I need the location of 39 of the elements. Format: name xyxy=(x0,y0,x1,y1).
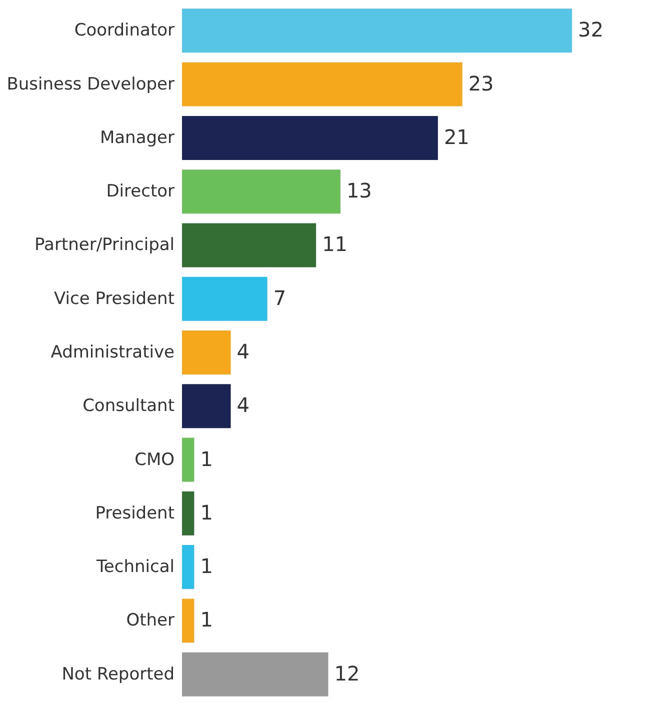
data-label: 4 xyxy=(236,340,250,364)
bar xyxy=(182,116,438,160)
bar xyxy=(182,491,194,536)
bar xyxy=(182,652,328,696)
bar xyxy=(182,598,194,643)
y-tick-label: Manager xyxy=(100,128,174,148)
y-tick-label: Director xyxy=(106,182,175,202)
data-label: 1 xyxy=(200,554,213,578)
y-tick-label: Not Reported xyxy=(62,664,174,684)
bar xyxy=(182,438,194,482)
data-label: 32 xyxy=(578,18,604,42)
y-tick-label: Business Developer xyxy=(6,74,174,94)
bar xyxy=(182,170,340,214)
data-label: 1 xyxy=(200,446,213,471)
y-tick-label: Consultant xyxy=(82,396,175,416)
bar xyxy=(182,276,268,321)
data-label: 4 xyxy=(236,393,250,418)
bar xyxy=(182,384,231,428)
data-label: 13 xyxy=(346,178,372,203)
y-tick-label: Other xyxy=(126,610,174,631)
bar xyxy=(182,8,572,53)
y-tick-label: Partner/Principal xyxy=(34,235,174,256)
bar xyxy=(182,330,231,374)
data-label: 12 xyxy=(334,661,360,686)
data-label: 11 xyxy=(322,232,348,256)
data-label: 7 xyxy=(273,286,286,310)
data-label: 21 xyxy=(444,124,470,149)
data-label: 1 xyxy=(200,500,213,524)
y-tick-label: Vice President xyxy=(54,288,175,309)
data-label: 23 xyxy=(468,71,494,96)
data-label: 1 xyxy=(200,608,213,632)
y-tick-label: Coordinator xyxy=(74,20,175,41)
bar xyxy=(182,62,462,106)
y-tick-label: Administrative xyxy=(50,342,174,362)
y-tick-label: CMO xyxy=(134,450,174,470)
bar xyxy=(182,545,194,590)
y-tick-label: Technical xyxy=(95,557,174,578)
y-tick-label: President xyxy=(95,503,175,524)
bar xyxy=(182,223,316,268)
